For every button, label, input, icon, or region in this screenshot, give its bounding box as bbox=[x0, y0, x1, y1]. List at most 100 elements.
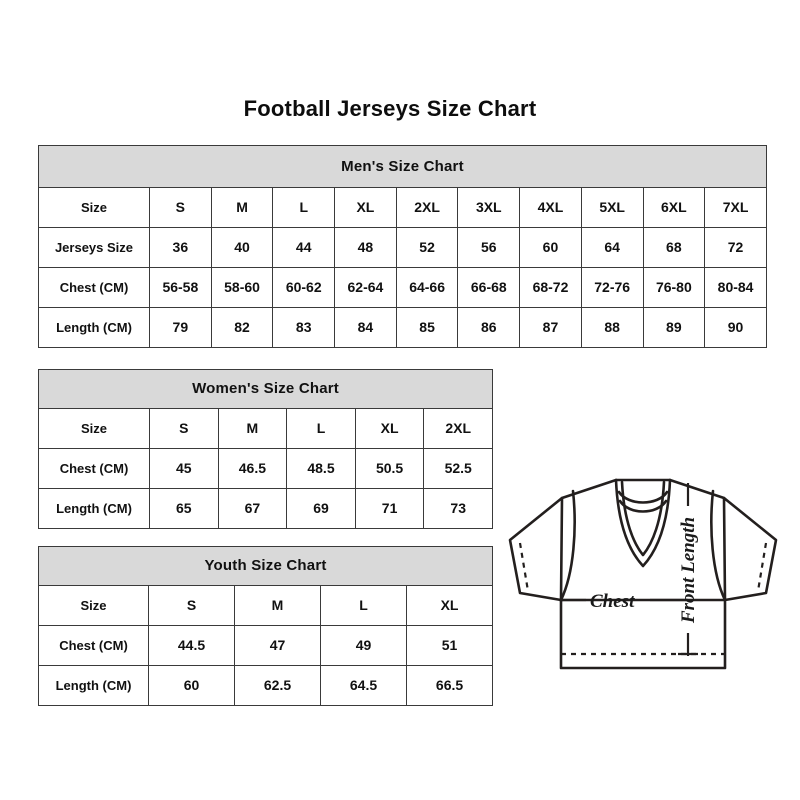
table-cell: 56-58 bbox=[149, 267, 212, 308]
table-row-jerseys-size: Jerseys Size 36 40 44 48 52 56 60 64 68 … bbox=[38, 227, 767, 268]
table-band-row: Youth Size Chart bbox=[37, 546, 494, 586]
jersey-body-outline bbox=[559, 598, 727, 670]
table-cell: 71 bbox=[354, 488, 425, 529]
table-cell: 83 bbox=[272, 307, 336, 348]
table-cell: 45 bbox=[149, 448, 219, 489]
table-band-row: Men's Size Chart bbox=[38, 145, 767, 188]
youth-size-chart-table: Youth Size Chart Size S M L XL Chest (CM… bbox=[37, 546, 494, 706]
table-cell: 60 bbox=[148, 665, 235, 706]
table-cell: 5XL bbox=[580, 187, 644, 228]
row-label: Size bbox=[38, 187, 150, 228]
table-cell: 44.5 bbox=[148, 625, 235, 666]
mens-band-label: Men's Size Chart bbox=[38, 145, 767, 188]
table-cell: 86 bbox=[457, 307, 521, 348]
table-cell: 87 bbox=[519, 307, 582, 348]
womens-band-label: Women's Size Chart bbox=[37, 369, 494, 409]
table-cell: M bbox=[217, 408, 288, 449]
table-cell: XL bbox=[354, 408, 425, 449]
table-row-size: Size S M L XL 2XL bbox=[38, 408, 494, 449]
table-cell: 79 bbox=[149, 307, 212, 348]
youth-band-label: Youth Size Chart bbox=[37, 546, 494, 586]
table-cell: L bbox=[272, 187, 336, 228]
neckline-outer bbox=[614, 478, 672, 568]
table-cell: 88 bbox=[580, 307, 644, 348]
table-row-size: Size S M L XL 2XL 3XL 4XL 5XL 6XL 7XL bbox=[38, 187, 767, 228]
table-cell: 72-76 bbox=[580, 267, 644, 308]
table-cell: L bbox=[286, 408, 356, 449]
table-cell: 4XL bbox=[519, 187, 582, 228]
table-row-length: Length (CM) 60 62.5 64.5 66.5 bbox=[38, 665, 494, 706]
table-cell: 64.5 bbox=[320, 665, 407, 706]
row-label: Length (CM) bbox=[38, 665, 149, 706]
table-cell: XL bbox=[334, 187, 397, 228]
table-cell: 66-68 bbox=[457, 267, 521, 308]
left-cuff-hem-dashed bbox=[518, 542, 530, 592]
table-cell: 60-62 bbox=[272, 267, 336, 308]
table-cell: 69 bbox=[286, 488, 356, 529]
collar-band-arc-1 bbox=[617, 490, 669, 504]
table-band-row: Women's Size Chart bbox=[37, 369, 494, 409]
jersey-measurement-diagram: Chest Front Length bbox=[498, 388, 788, 688]
table-cell: 85 bbox=[395, 307, 459, 348]
table-cell: 90 bbox=[704, 307, 767, 348]
row-label: Chest (CM) bbox=[38, 625, 149, 666]
table-cell: 50.5 bbox=[354, 448, 425, 489]
left-sleeve-outline bbox=[508, 496, 564, 602]
table-cell: S bbox=[148, 585, 235, 626]
table-cell: 48 bbox=[334, 227, 397, 268]
table-cell: S bbox=[149, 187, 212, 228]
table-cell: L bbox=[320, 585, 407, 626]
table-cell: 67 bbox=[217, 488, 288, 529]
table-row-length: Length (CM) 79 82 83 84 85 86 87 88 89 9… bbox=[38, 307, 767, 348]
table-cell: 73 bbox=[423, 488, 494, 529]
row-label: Size bbox=[38, 408, 150, 449]
table-row-chest: Chest (CM) 45 46.5 48.5 50.5 52.5 bbox=[38, 448, 494, 489]
table-cell: 62.5 bbox=[234, 665, 321, 706]
table-cell: 7XL bbox=[704, 187, 767, 228]
table-cell: 82 bbox=[210, 307, 274, 348]
row-label: Length (CM) bbox=[38, 307, 150, 348]
right-cuff-hem-dashed bbox=[756, 542, 768, 592]
row-label: Chest (CM) bbox=[38, 267, 150, 308]
table-cell: 72 bbox=[704, 227, 767, 268]
table-cell: 56 bbox=[457, 227, 521, 268]
table-row-length: Length (CM) 65 67 69 71 73 bbox=[38, 488, 494, 529]
table-cell: 36 bbox=[149, 227, 212, 268]
table-cell: 62-64 bbox=[334, 267, 397, 308]
table-cell: 65 bbox=[149, 488, 219, 529]
row-label: Length (CM) bbox=[38, 488, 150, 529]
table-row-size: Size S M L XL bbox=[38, 585, 494, 626]
table-cell: 48.5 bbox=[286, 448, 356, 489]
right-sleeve-outline bbox=[722, 496, 778, 602]
table-cell: M bbox=[210, 187, 274, 228]
table-cell: 49 bbox=[320, 625, 407, 666]
table-row-chest: Chest (CM) 44.5 47 49 51 bbox=[38, 625, 494, 666]
table-cell: 47 bbox=[234, 625, 321, 666]
table-cell: 64-66 bbox=[395, 267, 459, 308]
row-label: Chest (CM) bbox=[38, 448, 150, 489]
row-label: Jerseys Size bbox=[38, 227, 150, 268]
table-cell: 58-60 bbox=[210, 267, 274, 308]
table-cell: 76-80 bbox=[642, 267, 706, 308]
table-cell: 2XL bbox=[395, 187, 459, 228]
table-cell: 40 bbox=[210, 227, 274, 268]
table-cell: XL bbox=[405, 585, 494, 626]
table-cell: 51 bbox=[405, 625, 494, 666]
table-cell: 89 bbox=[642, 307, 706, 348]
row-label: Size bbox=[38, 585, 149, 626]
table-cell: 52 bbox=[395, 227, 459, 268]
table-row-chest: Chest (CM) 56-58 58-60 60-62 62-64 64-66… bbox=[38, 267, 767, 308]
table-cell: S bbox=[149, 408, 219, 449]
table-cell: 3XL bbox=[457, 187, 521, 228]
womens-size-chart-table: Women's Size Chart Size S M L XL 2XL Che… bbox=[37, 369, 494, 529]
table-cell: 80-84 bbox=[704, 267, 767, 308]
table-cell: 68-72 bbox=[519, 267, 582, 308]
table-cell: M bbox=[234, 585, 321, 626]
table-cell: 46.5 bbox=[217, 448, 288, 489]
table-cell: 68 bbox=[642, 227, 706, 268]
page-title: Football Jerseys Size Chart bbox=[243, 96, 537, 121]
table-cell: 6XL bbox=[642, 187, 706, 228]
table-cell: 44 bbox=[272, 227, 336, 268]
table-cell: 52.5 bbox=[423, 448, 494, 489]
table-cell: 84 bbox=[334, 307, 397, 348]
